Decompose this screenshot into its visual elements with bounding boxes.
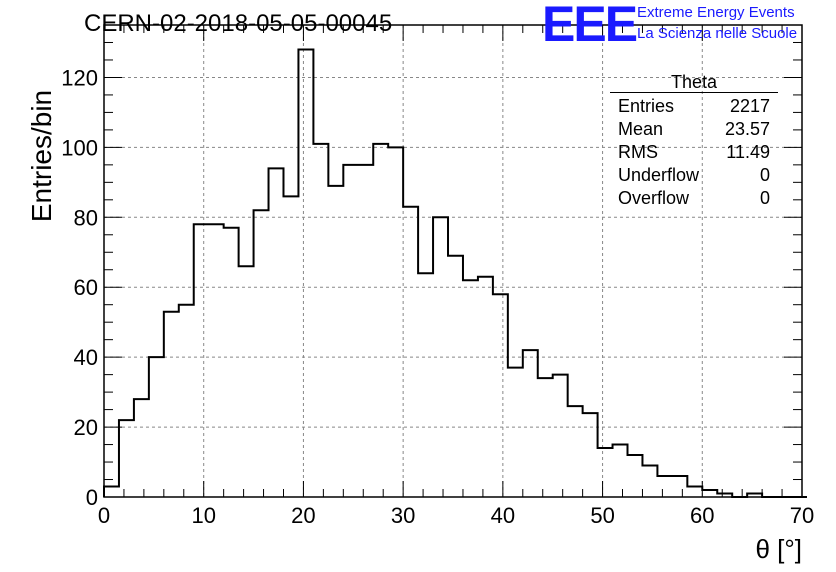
- histogram-bin: [583, 413, 598, 497]
- y-axis-label: Entries/bin: [26, 89, 57, 223]
- histogram-bin: [523, 350, 538, 497]
- histogram-bin: [642, 466, 657, 497]
- histogram-bin: [463, 280, 478, 497]
- histogram-bin: [358, 165, 373, 497]
- histogram-bin: [628, 455, 643, 497]
- stats-label: RMS: [618, 142, 658, 162]
- histogram-bin: [328, 186, 343, 497]
- histogram-bin: [418, 273, 433, 497]
- stats-value: 23.57: [724, 119, 770, 139]
- x-tick-label: 10: [191, 503, 215, 528]
- histogram-bin: [508, 368, 523, 497]
- y-tick-label: 80: [74, 205, 98, 230]
- y-tick-label: 100: [61, 135, 98, 160]
- y-tick-label: 60: [74, 275, 98, 300]
- histogram-bin: [478, 277, 493, 497]
- histogram-bin: [179, 305, 194, 497]
- stats-label: Entries: [618, 96, 675, 116]
- stats-row-overflow: Overflow 0: [610, 187, 778, 210]
- histogram-bin: [239, 266, 254, 497]
- histogram-bin: [747, 494, 762, 497]
- histogram-bin: [269, 168, 284, 497]
- histogram-bin: [224, 228, 239, 497]
- histogram-bin: [493, 294, 508, 497]
- histogram-bin: [149, 357, 164, 497]
- histogram-bin: [343, 165, 358, 497]
- histogram-bin: [553, 375, 568, 497]
- x-tick-label: 20: [291, 503, 315, 528]
- histogram-bin: [388, 147, 403, 497]
- histogram-bin: [568, 406, 583, 497]
- stats-label: Overflow: [618, 188, 690, 208]
- x-tick-label: 60: [690, 503, 714, 528]
- histogram-bin: [164, 312, 179, 497]
- x-axis-label: θ [°]: [755, 534, 802, 564]
- histogram-bin: [538, 378, 553, 497]
- histogram-bin: [104, 487, 119, 497]
- histogram-bin: [403, 207, 418, 497]
- x-tick-label: 70: [790, 503, 814, 528]
- x-tick-label: 40: [491, 503, 515, 528]
- stats-label: Mean: [618, 119, 664, 139]
- histogram-bin: [702, 490, 717, 497]
- x-tick-label: 30: [391, 503, 415, 528]
- chart-title: CERN-02-2018-05-05-00045: [84, 10, 393, 37]
- histogram-bin: [433, 217, 448, 497]
- histogram-bin: [283, 196, 298, 497]
- x-tick-label: 50: [590, 503, 614, 528]
- x-tick-label: 0: [98, 503, 110, 528]
- histogram-bin: [313, 144, 328, 497]
- stats-row-underflow: Underflow 0: [610, 164, 778, 187]
- histogram-bin: [119, 420, 134, 497]
- histogram-bin: [613, 445, 628, 497]
- y-tick-label: 20: [74, 415, 98, 440]
- logo-line-1: Extreme Energy Events: [637, 4, 795, 21]
- histogram-bin: [298, 49, 313, 497]
- y-tick-label: 40: [74, 345, 98, 370]
- histogram-bin: [194, 224, 209, 497]
- stats-box: Theta Entries 2217 Mean 23.57 RMS 11.49 …: [610, 72, 778, 210]
- stats-row-rms: RMS 11.49: [610, 141, 778, 164]
- stats-value: 0: [759, 165, 770, 185]
- logo-line-2: La Scienza nelle Scuole: [637, 25, 798, 42]
- histogram-bin: [254, 210, 269, 497]
- histogram-outline: [103, 48, 807, 498]
- y-tick-label: 120: [61, 65, 98, 90]
- histogram-bin: [657, 476, 672, 497]
- stats-value: 2217: [729, 96, 770, 116]
- stats-label: Underflow: [618, 165, 700, 185]
- histogram-bin: [672, 476, 687, 497]
- stats-value: 11.49: [726, 142, 770, 162]
- histogram-bin: [209, 224, 224, 497]
- plot-frame: [103, 24, 803, 498]
- eee-logo: EEE: [542, 0, 638, 52]
- stats-row-entries: Entries 2217: [610, 95, 778, 118]
- histogram-bin: [717, 494, 732, 497]
- stats-title: Theta: [610, 72, 778, 93]
- histogram-bin: [134, 399, 149, 497]
- histogram-bin: [687, 487, 702, 497]
- stats-row-mean: Mean 23.57: [610, 118, 778, 141]
- y-tick-label: 0: [86, 485, 98, 510]
- histogram-bin: [373, 144, 388, 497]
- histogram-bin: [448, 256, 463, 497]
- stats-value: 0: [759, 188, 770, 208]
- histogram-bin: [598, 448, 613, 497]
